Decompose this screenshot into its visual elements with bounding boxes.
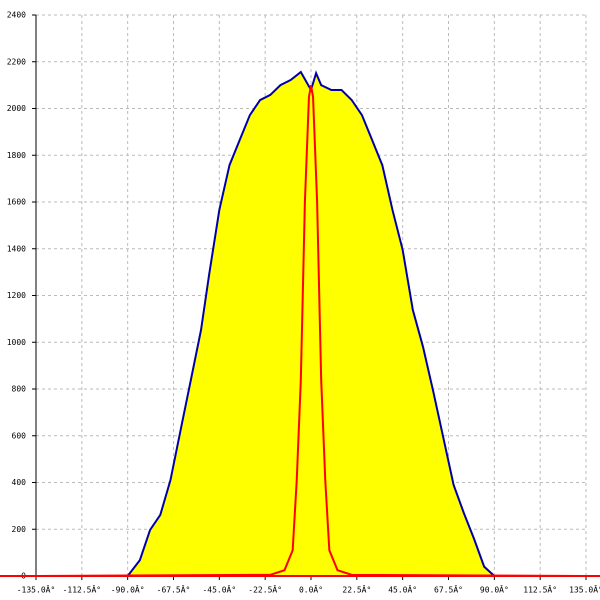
- y-tick-label: 1600: [7, 198, 26, 207]
- y-tick-label: 2000: [7, 104, 26, 113]
- x-tick-label: 135.0Â°: [569, 584, 600, 595]
- y-tick-label: 200: [12, 525, 27, 534]
- x-tick-label: -67.5Â°: [157, 584, 191, 595]
- y-tick-label: 1400: [7, 244, 26, 253]
- x-tick-label: 0.0Â°: [299, 584, 323, 595]
- x-tick-label: -112.5Â°: [63, 584, 102, 595]
- series-line: [35, 84, 587, 577]
- y-tick-label: 1000: [7, 338, 26, 347]
- x-tick-label: -45.0Â°: [202, 584, 236, 595]
- y-tick-label: 2400: [7, 11, 26, 20]
- x-tick-label: 90.0Â°: [480, 584, 509, 595]
- x-tick-label: 112.5Â°: [523, 584, 557, 595]
- y-tick-label: 400: [12, 478, 27, 487]
- y-tick-label: 2200: [7, 57, 26, 66]
- y-tick-label: 800: [12, 385, 27, 394]
- x-tick-label: -22.5Â°: [248, 584, 282, 595]
- y-tick-label: 1200: [7, 291, 26, 300]
- y-tick-label: 1800: [7, 151, 26, 160]
- x-tick-label: -135.0Â°: [17, 584, 56, 595]
- x-tick-label: 67.5Â°: [434, 584, 463, 595]
- y-tick-label: 600: [12, 431, 27, 440]
- x-tick-label: 22.5Â°: [342, 584, 371, 595]
- x-tick-label: -90.0Â°: [111, 584, 145, 595]
- x-tick-label: 45.0Â°: [388, 584, 417, 595]
- series-line: [36, 70, 586, 577]
